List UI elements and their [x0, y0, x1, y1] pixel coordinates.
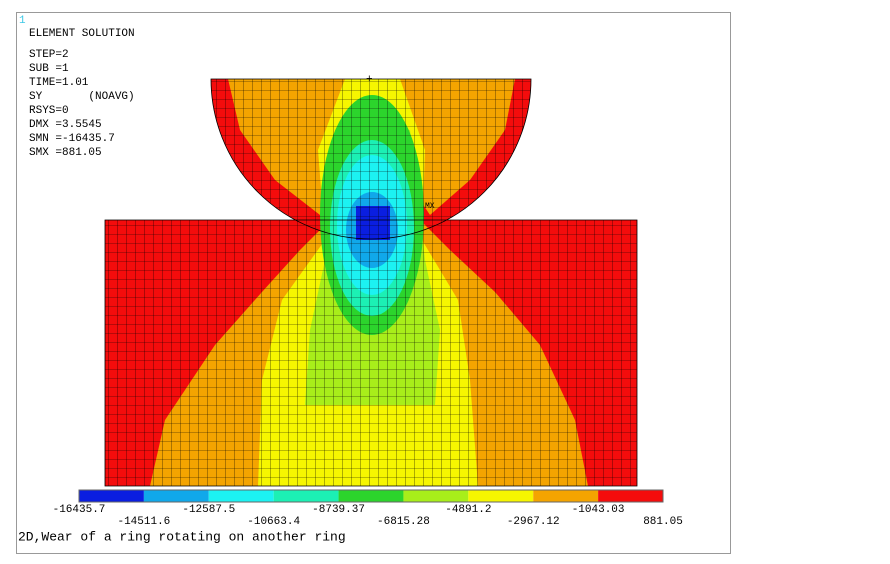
legend-label: -14511.6 — [117, 516, 170, 528]
node-marker: + — [366, 74, 373, 86]
caption: 2D,Wear of a ring rotating on another ri… — [18, 529, 346, 544]
info-line: TIME=1.01 — [29, 77, 89, 89]
max-marker: MX — [425, 202, 435, 211]
legend-swatch — [403, 490, 469, 502]
legend-swatch — [338, 490, 404, 502]
legend-label: -10663.4 — [247, 516, 300, 528]
info-title: ELEMENT SOLUTION — [29, 28, 135, 40]
legend-label: -1043.03 — [572, 504, 625, 516]
outline — [104, 78, 638, 487]
legend-swatch — [79, 490, 144, 502]
legend: -16435.7 -14511.6 -12587.5 -10663.4 -8739.37… — [53, 489, 683, 528]
info-line: SUB =1 — [29, 63, 69, 75]
info-line: SMN =-16435.7 — [29, 133, 115, 145]
info-line: SY (NOAVG) — [29, 91, 135, 103]
legend-swatch — [533, 490, 599, 502]
info-lines: STEP=2 SUB =1 TIME=1.01 SY (NOAVG) RSYS=0 DMX… — [29, 49, 135, 159]
legend-frame — [78, 489, 664, 503]
info-line: DMX =3.5545 — [29, 119, 102, 131]
window-number: 1 — [19, 15, 26, 27]
legend-label: -2967.12 — [507, 516, 560, 528]
viewport-border — [16, 12, 731, 554]
info-line: RSYS=0 — [29, 105, 69, 117]
legend-swatch — [468, 490, 534, 502]
legend-swatch — [273, 490, 339, 502]
info-line: STEP=2 — [29, 49, 69, 61]
legend-label: -4891.2 — [445, 504, 491, 516]
info-line: SMX =881.05 — [29, 147, 102, 159]
legend-swatch — [208, 490, 274, 502]
legend-label: -16435.7 — [53, 504, 106, 516]
legend-label: -6815.28 — [377, 516, 430, 528]
legend-swatch — [143, 490, 209, 502]
legend-label: -12587.5 — [182, 504, 235, 516]
legend-label: 881.05 — [643, 516, 683, 528]
legend-swatch — [598, 490, 663, 502]
legend-label: -8739.37 — [312, 504, 365, 516]
